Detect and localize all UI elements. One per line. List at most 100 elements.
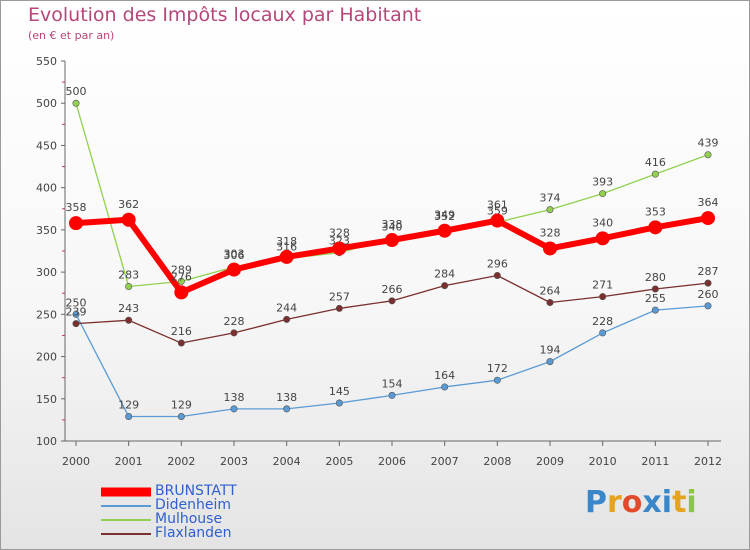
data-point-brunstatt (69, 216, 83, 231)
data-point-mulhouse (72, 99, 80, 107)
data-point-brunstatt (490, 213, 505, 228)
data-label-mulhouse: 416 (645, 156, 666, 169)
data-label-mulhouse: 283 (118, 268, 139, 281)
data-point-brunstatt (385, 233, 399, 248)
data-point-brunstatt (701, 211, 715, 226)
logo-letter: i (661, 485, 673, 520)
y-tick-label: 200 (36, 351, 57, 364)
data-label-flaxlanden: 228 (224, 315, 245, 328)
data-point-brunstatt (543, 241, 557, 256)
data-label-mulhouse: 289 (171, 263, 192, 276)
data-label-brunstatt: 328 (329, 226, 350, 239)
data-label-didenheim: 164 (434, 369, 455, 382)
data-point-flaxlanden (651, 285, 659, 293)
data-point-didenheim (546, 358, 554, 366)
data-point-brunstatt (332, 241, 347, 256)
data-point-didenheim (441, 383, 449, 391)
data-point-flaxlanden (335, 304, 343, 312)
data-point-mulhouse (546, 206, 554, 214)
data-point-brunstatt (121, 212, 136, 227)
data-point-flaxlanden (125, 316, 133, 324)
data-label-didenheim: 194 (540, 344, 561, 357)
legend-swatch (101, 519, 151, 521)
data-label-brunstatt: 361 (487, 199, 508, 212)
data-label-flaxlanden: 296 (487, 257, 508, 270)
x-tick-label: 2011 (641, 455, 669, 468)
legend-item-mulhouse: Mulhouse (101, 511, 301, 527)
data-label-brunstatt: 353 (645, 205, 666, 218)
data-point-didenheim (177, 413, 185, 421)
logo-letter: P (585, 485, 607, 520)
data-point-didenheim (599, 329, 607, 337)
data-label-mulhouse: 439 (698, 137, 719, 150)
data-point-didenheim (230, 405, 238, 413)
legend-label: BRUNSTATT (155, 483, 237, 499)
data-label-flaxlanden: 216 (171, 325, 192, 338)
data-point-flaxlanden (177, 339, 185, 347)
x-tick-label: 2000 (62, 455, 90, 468)
data-label-brunstatt: 358 (66, 201, 87, 214)
data-label-mulhouse: 316 (276, 241, 297, 254)
data-point-didenheim (125, 413, 133, 421)
data-label-didenheim: 138 (224, 391, 245, 404)
data-label-mulhouse: 340 (382, 220, 403, 233)
logo-letter: o (621, 485, 643, 520)
logo-letter: t (672, 485, 687, 520)
data-label-flaxlanden: 244 (276, 301, 297, 314)
data-label-brunstatt: 362 (118, 198, 139, 211)
chart-subtitle: (en € et par an) (28, 29, 115, 42)
proxiti-logo: Proxiti (585, 485, 697, 520)
data-label-didenheim: 260 (698, 288, 719, 301)
x-tick-label: 2007 (431, 455, 459, 468)
data-label-flaxlanden: 243 (118, 302, 139, 315)
data-label-brunstatt: 338 (382, 218, 403, 231)
chart-title: Evolution des Impôts locaux par Habitant (28, 4, 422, 26)
data-label-brunstatt: 349 (434, 209, 455, 222)
y-tick-label: 450 (36, 139, 57, 152)
data-label-brunstatt: 340 (592, 216, 613, 229)
legend-swatch (101, 505, 151, 507)
data-point-flaxlanden (704, 279, 712, 287)
y-tick-label: 400 (36, 182, 57, 195)
data-label-didenheim: 172 (487, 362, 508, 375)
y-tick-label: 300 (36, 266, 57, 279)
y-tick-label: 250 (36, 308, 57, 321)
data-point-flaxlanden (493, 271, 501, 279)
legend-label: Didenheim (155, 497, 232, 513)
series-line-mulhouse (75, 102, 709, 288)
data-point-flaxlanden (441, 282, 449, 290)
data-label-flaxlanden: 257 (329, 290, 350, 303)
data-label-mulhouse: 374 (540, 192, 561, 205)
data-label-mulhouse: 500 (66, 85, 87, 98)
data-point-brunstatt (648, 220, 663, 235)
legend-swatch (101, 533, 151, 535)
data-label-didenheim: 154 (382, 377, 403, 390)
x-tick-label: 2008 (483, 455, 511, 468)
data-label-brunstatt: 328 (540, 226, 561, 239)
data-label-didenheim: 145 (329, 385, 350, 398)
data-point-mulhouse (125, 282, 133, 290)
legend-swatch (101, 487, 151, 497)
data-point-mulhouse (177, 277, 185, 285)
x-tick-label: 2006 (378, 455, 406, 468)
data-point-didenheim (388, 391, 396, 399)
data-point-flaxlanden (283, 315, 291, 323)
x-tick-label: 2012 (694, 455, 722, 468)
data-label-mulhouse: 352 (434, 210, 455, 223)
data-point-mulhouse (651, 170, 659, 178)
data-label-didenheim: 250 (66, 296, 87, 309)
legend-item-flaxlanden: Flaxlanden (101, 525, 301, 541)
data-label-brunstatt: 276 (171, 270, 192, 283)
y-tick-label: 350 (36, 224, 57, 237)
data-label-didenheim: 228 (592, 315, 613, 328)
data-label-brunstatt: 364 (698, 196, 719, 209)
data-point-didenheim (493, 376, 501, 384)
y-tick-label: 500 (36, 97, 57, 110)
data-point-mulhouse (599, 190, 607, 198)
data-point-didenheim (72, 310, 80, 318)
logo-letter: x (642, 485, 662, 520)
legend-label: Mulhouse (155, 511, 223, 527)
data-point-flaxlanden (72, 320, 80, 328)
